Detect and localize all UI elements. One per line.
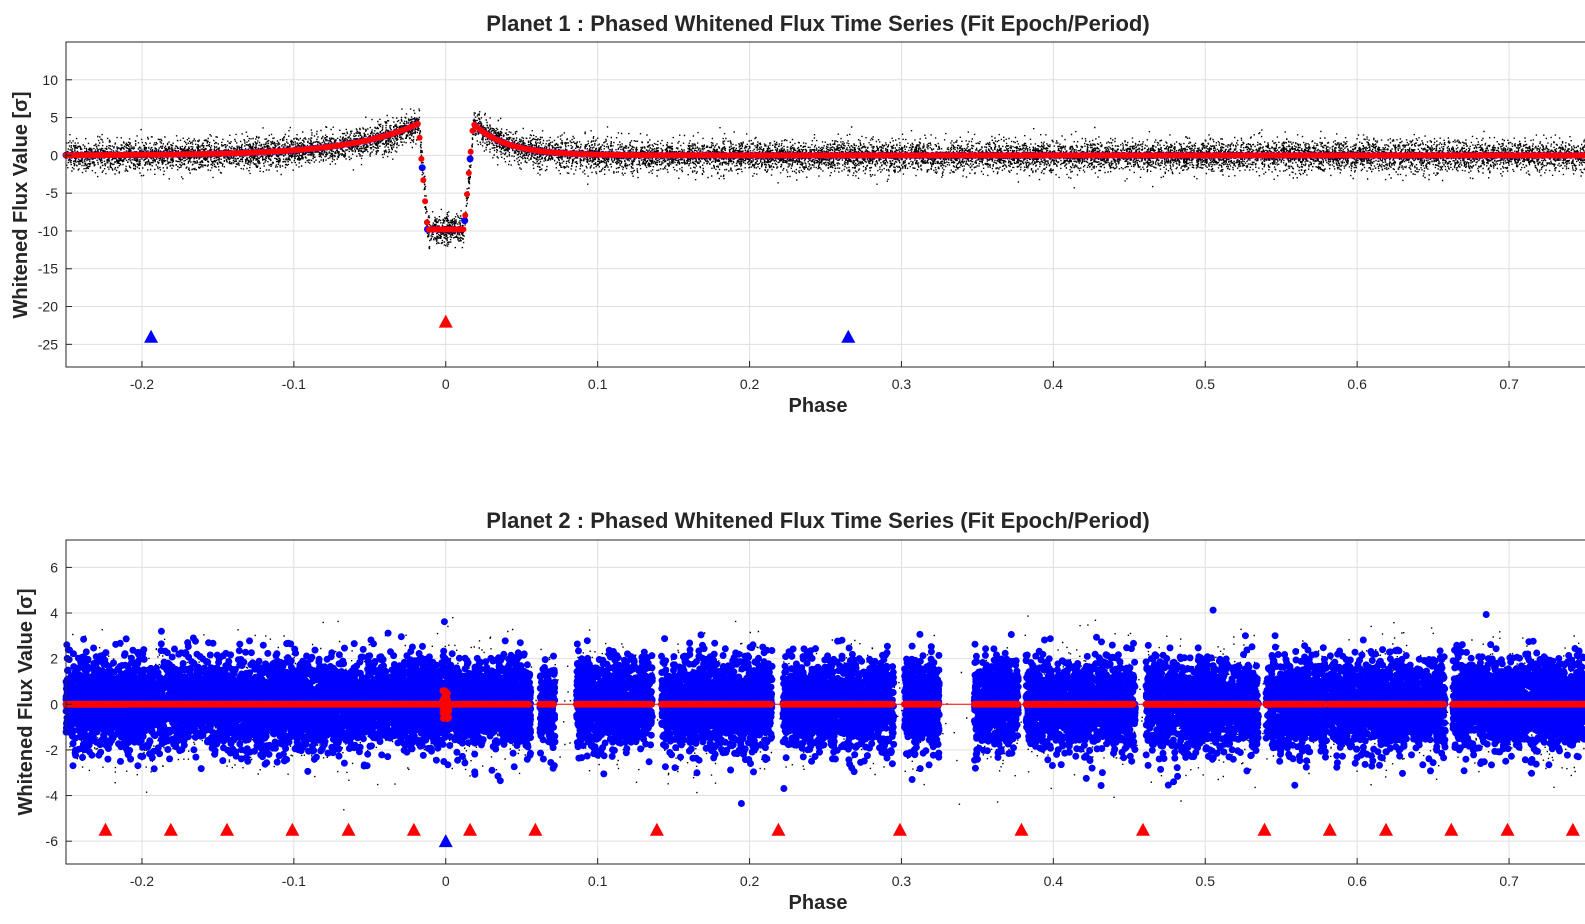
x-tick-label: 0.5 [1196,873,1216,889]
x-tick-label: -0.1 [282,376,306,392]
panel-2-y-label: Whitened Flux Value [σ] [15,588,37,815]
x-tick-label: 0.1 [588,873,608,889]
x-tick-label: -0.2 [130,873,154,889]
x-tick-label: 0.2 [740,376,760,392]
y-tick-label: -10 [38,223,58,239]
panel-2-x-label: Phase [789,892,848,914]
x-tick-label: 0.2 [740,873,760,889]
panel-1: Planet 1 : Phased Whitened Flux Time Ser… [10,11,1585,417]
x-tick-label: 0.3 [892,873,912,889]
y-tick-label: -15 [38,261,58,277]
x-tick-label: -0.1 [282,873,306,889]
y-tick-label: 5 [50,110,58,126]
x-tick-label: 0.1 [588,376,608,392]
panel-1-x-label: Phase [789,395,848,417]
y-tick-label: 2 [50,651,58,667]
x-tick-label: 0.6 [1347,873,1367,889]
x-tick-label: 0 [442,873,450,889]
x-tick-label: 0 [442,376,450,392]
x-tick-label: 0.6 [1347,376,1367,392]
x-tick-label: 0.7 [1499,376,1519,392]
y-tick-label: 10 [42,72,58,88]
panel-2: Planet 2 : Phased Whitened Flux Time Ser… [15,508,1585,914]
y-tick-label: -20 [38,299,58,315]
x-tick-label: 0.4 [1044,873,1064,889]
x-tick-label: 0.3 [892,376,912,392]
y-tick-label: -6 [46,833,59,849]
x-tick-label: 0.4 [1044,376,1064,392]
y-tick-label: 4 [50,605,58,621]
x-tick-label: -0.2 [130,376,154,392]
y-tick-label: -2 [46,742,59,758]
y-tick-label: -5 [46,185,59,201]
y-tick-label: 0 [50,147,58,163]
y-tick-label: -25 [38,336,58,352]
y-tick-label: -4 [46,788,59,804]
panel-1-y-label: Whitened Flux Value [σ] [10,91,32,318]
panel-1-title: Planet 1 : Phased Whitened Flux Time Ser… [486,11,1149,36]
x-tick-label: 0.5 [1196,376,1216,392]
x-tick-label: 0.7 [1499,873,1519,889]
panel-2-title: Planet 2 : Phased Whitened Flux Time Ser… [486,508,1149,533]
y-tick-label: 0 [50,696,58,712]
y-tick-label: 6 [50,559,58,575]
